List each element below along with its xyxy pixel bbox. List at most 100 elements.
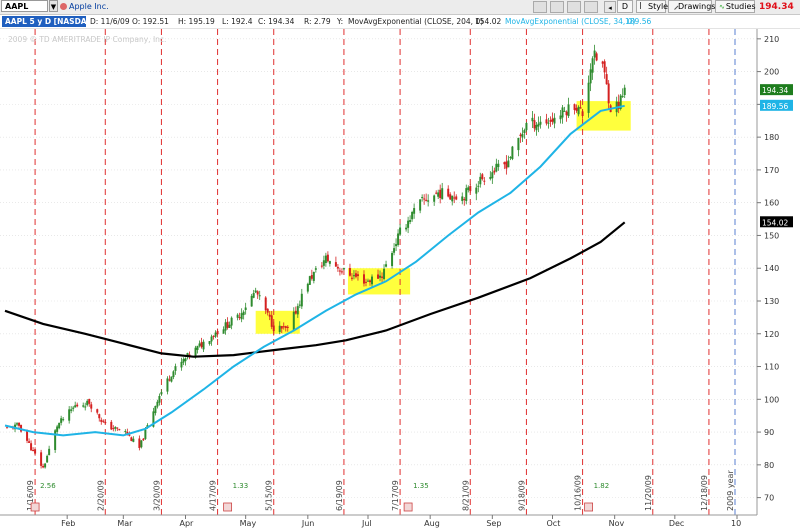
candle-body xyxy=(533,120,536,129)
candle-body xyxy=(284,326,287,328)
candle-body xyxy=(68,409,71,421)
earnings-marker-icon[interactable] xyxy=(30,502,40,512)
candle-body xyxy=(334,262,337,267)
earnings-marker-label: 1.35 xyxy=(413,482,429,490)
candle-body xyxy=(60,418,63,423)
candle-body xyxy=(381,276,384,278)
candle-body xyxy=(278,325,281,332)
link-icon[interactable] xyxy=(550,1,564,13)
candle-body xyxy=(58,422,61,429)
candle-body xyxy=(56,426,59,432)
earnings-marker-icon[interactable] xyxy=(223,502,233,512)
candle-body xyxy=(128,434,131,436)
candle-body xyxy=(427,200,430,202)
candle-body xyxy=(465,188,468,202)
candle-body xyxy=(437,192,440,197)
candle-body xyxy=(519,134,522,136)
expiration-label: 2/20/09 xyxy=(96,480,105,511)
x-tick-label: Oct xyxy=(547,519,561,528)
ema-short-label: MovAvgExponential (CLOSE, 34, 0) xyxy=(505,17,636,26)
candle-body xyxy=(411,212,414,220)
expiration-label: 2009 year xyxy=(726,470,735,511)
candle-body xyxy=(587,82,590,113)
candle-body xyxy=(152,411,155,427)
price-chart[interactable]: 1/16/09 2/20/09 3/20/09 4/17/09 5/15/09 6/19/… xyxy=(0,29,800,528)
expiration-label: 12/18/09 xyxy=(700,475,709,511)
period-left-arrow-icon[interactable]: ◂ xyxy=(604,1,616,13)
symbol-dropdown-icon[interactable]: ▼ xyxy=(49,0,58,12)
settings-icon[interactable] xyxy=(584,1,598,13)
studies-button[interactable]: ∿Studies xyxy=(715,0,756,13)
candle-body xyxy=(196,345,199,350)
candle-body xyxy=(475,187,478,194)
candle-body xyxy=(503,162,506,165)
candle-body xyxy=(236,314,239,318)
y-tick-label: 180 xyxy=(764,133,779,142)
y-tick-label: 80 xyxy=(764,461,774,470)
info-high: H: 195.19 xyxy=(178,17,215,26)
candle-body xyxy=(198,343,201,346)
drawings-button[interactable]: Drawings xyxy=(668,0,715,13)
candle-body xyxy=(42,465,45,468)
candle-body xyxy=(423,198,426,200)
layout-icon[interactable] xyxy=(533,1,547,13)
ema-34-line xyxy=(4,104,625,437)
candle-body xyxy=(88,398,91,404)
info-range: R: 2.79 xyxy=(304,17,331,26)
candle-body xyxy=(505,161,508,169)
expiration-label: 6/19/09 xyxy=(335,480,344,511)
print-icon[interactable] xyxy=(567,1,581,13)
earnings-marker-label: 1.33 xyxy=(233,482,249,490)
candle-body xyxy=(160,392,163,395)
candle-body xyxy=(112,428,115,430)
candle-body xyxy=(483,180,486,182)
candle-body xyxy=(32,449,35,451)
candle-body xyxy=(62,419,65,421)
earnings-marker-icon[interactable] xyxy=(403,502,413,512)
candle-body xyxy=(523,130,526,133)
y-tick-label: 130 xyxy=(764,297,779,306)
candle-body xyxy=(453,197,456,199)
candle-body xyxy=(182,359,185,363)
candle-body xyxy=(324,255,327,264)
candle-body xyxy=(537,123,540,127)
y-tick-label: 90 xyxy=(764,428,774,437)
candle-body xyxy=(521,133,524,138)
candle-body xyxy=(186,353,189,357)
candle-body xyxy=(180,361,183,368)
candle-body xyxy=(449,194,452,200)
candle-body xyxy=(338,270,341,272)
y-tick-label: 120 xyxy=(764,330,779,339)
style-button[interactable]: Style xyxy=(636,0,668,13)
candle-body xyxy=(577,106,580,115)
candle-body xyxy=(623,87,626,96)
candle-body xyxy=(497,163,500,168)
period-button[interactable]: D xyxy=(617,0,633,13)
candle-body xyxy=(451,195,454,202)
symbol-input[interactable]: AAPL xyxy=(1,0,48,12)
candle-body xyxy=(224,322,227,331)
y-tick-label: 160 xyxy=(764,199,779,208)
candle-body xyxy=(98,414,101,419)
x-tick-label: Jun xyxy=(301,519,315,528)
candle-body xyxy=(90,404,93,409)
candle-body xyxy=(252,293,255,298)
ema-long-value: 154.02 xyxy=(475,17,502,26)
candle-body xyxy=(595,53,598,61)
candle-body xyxy=(621,95,624,97)
expiration-label: 8/21/09 xyxy=(461,480,470,511)
chart-title: AAPL 5 y D [NASDAQ] xyxy=(2,16,96,27)
price-badge-label: 154.02 xyxy=(762,218,788,227)
candle-body xyxy=(16,423,19,425)
candle-body xyxy=(469,185,472,192)
earnings-marker-icon[interactable] xyxy=(584,502,593,512)
candle-body xyxy=(282,326,285,328)
candle-body xyxy=(34,449,37,454)
candle-body xyxy=(377,274,380,279)
candle-body xyxy=(222,329,225,334)
y-tick-label: 110 xyxy=(764,363,779,372)
candle-body xyxy=(575,107,578,111)
candle-body xyxy=(342,268,345,270)
watermark-text: 2009 © TD AMERITRADE IP Company, Inc. xyxy=(8,35,166,44)
candle-body xyxy=(280,326,283,329)
